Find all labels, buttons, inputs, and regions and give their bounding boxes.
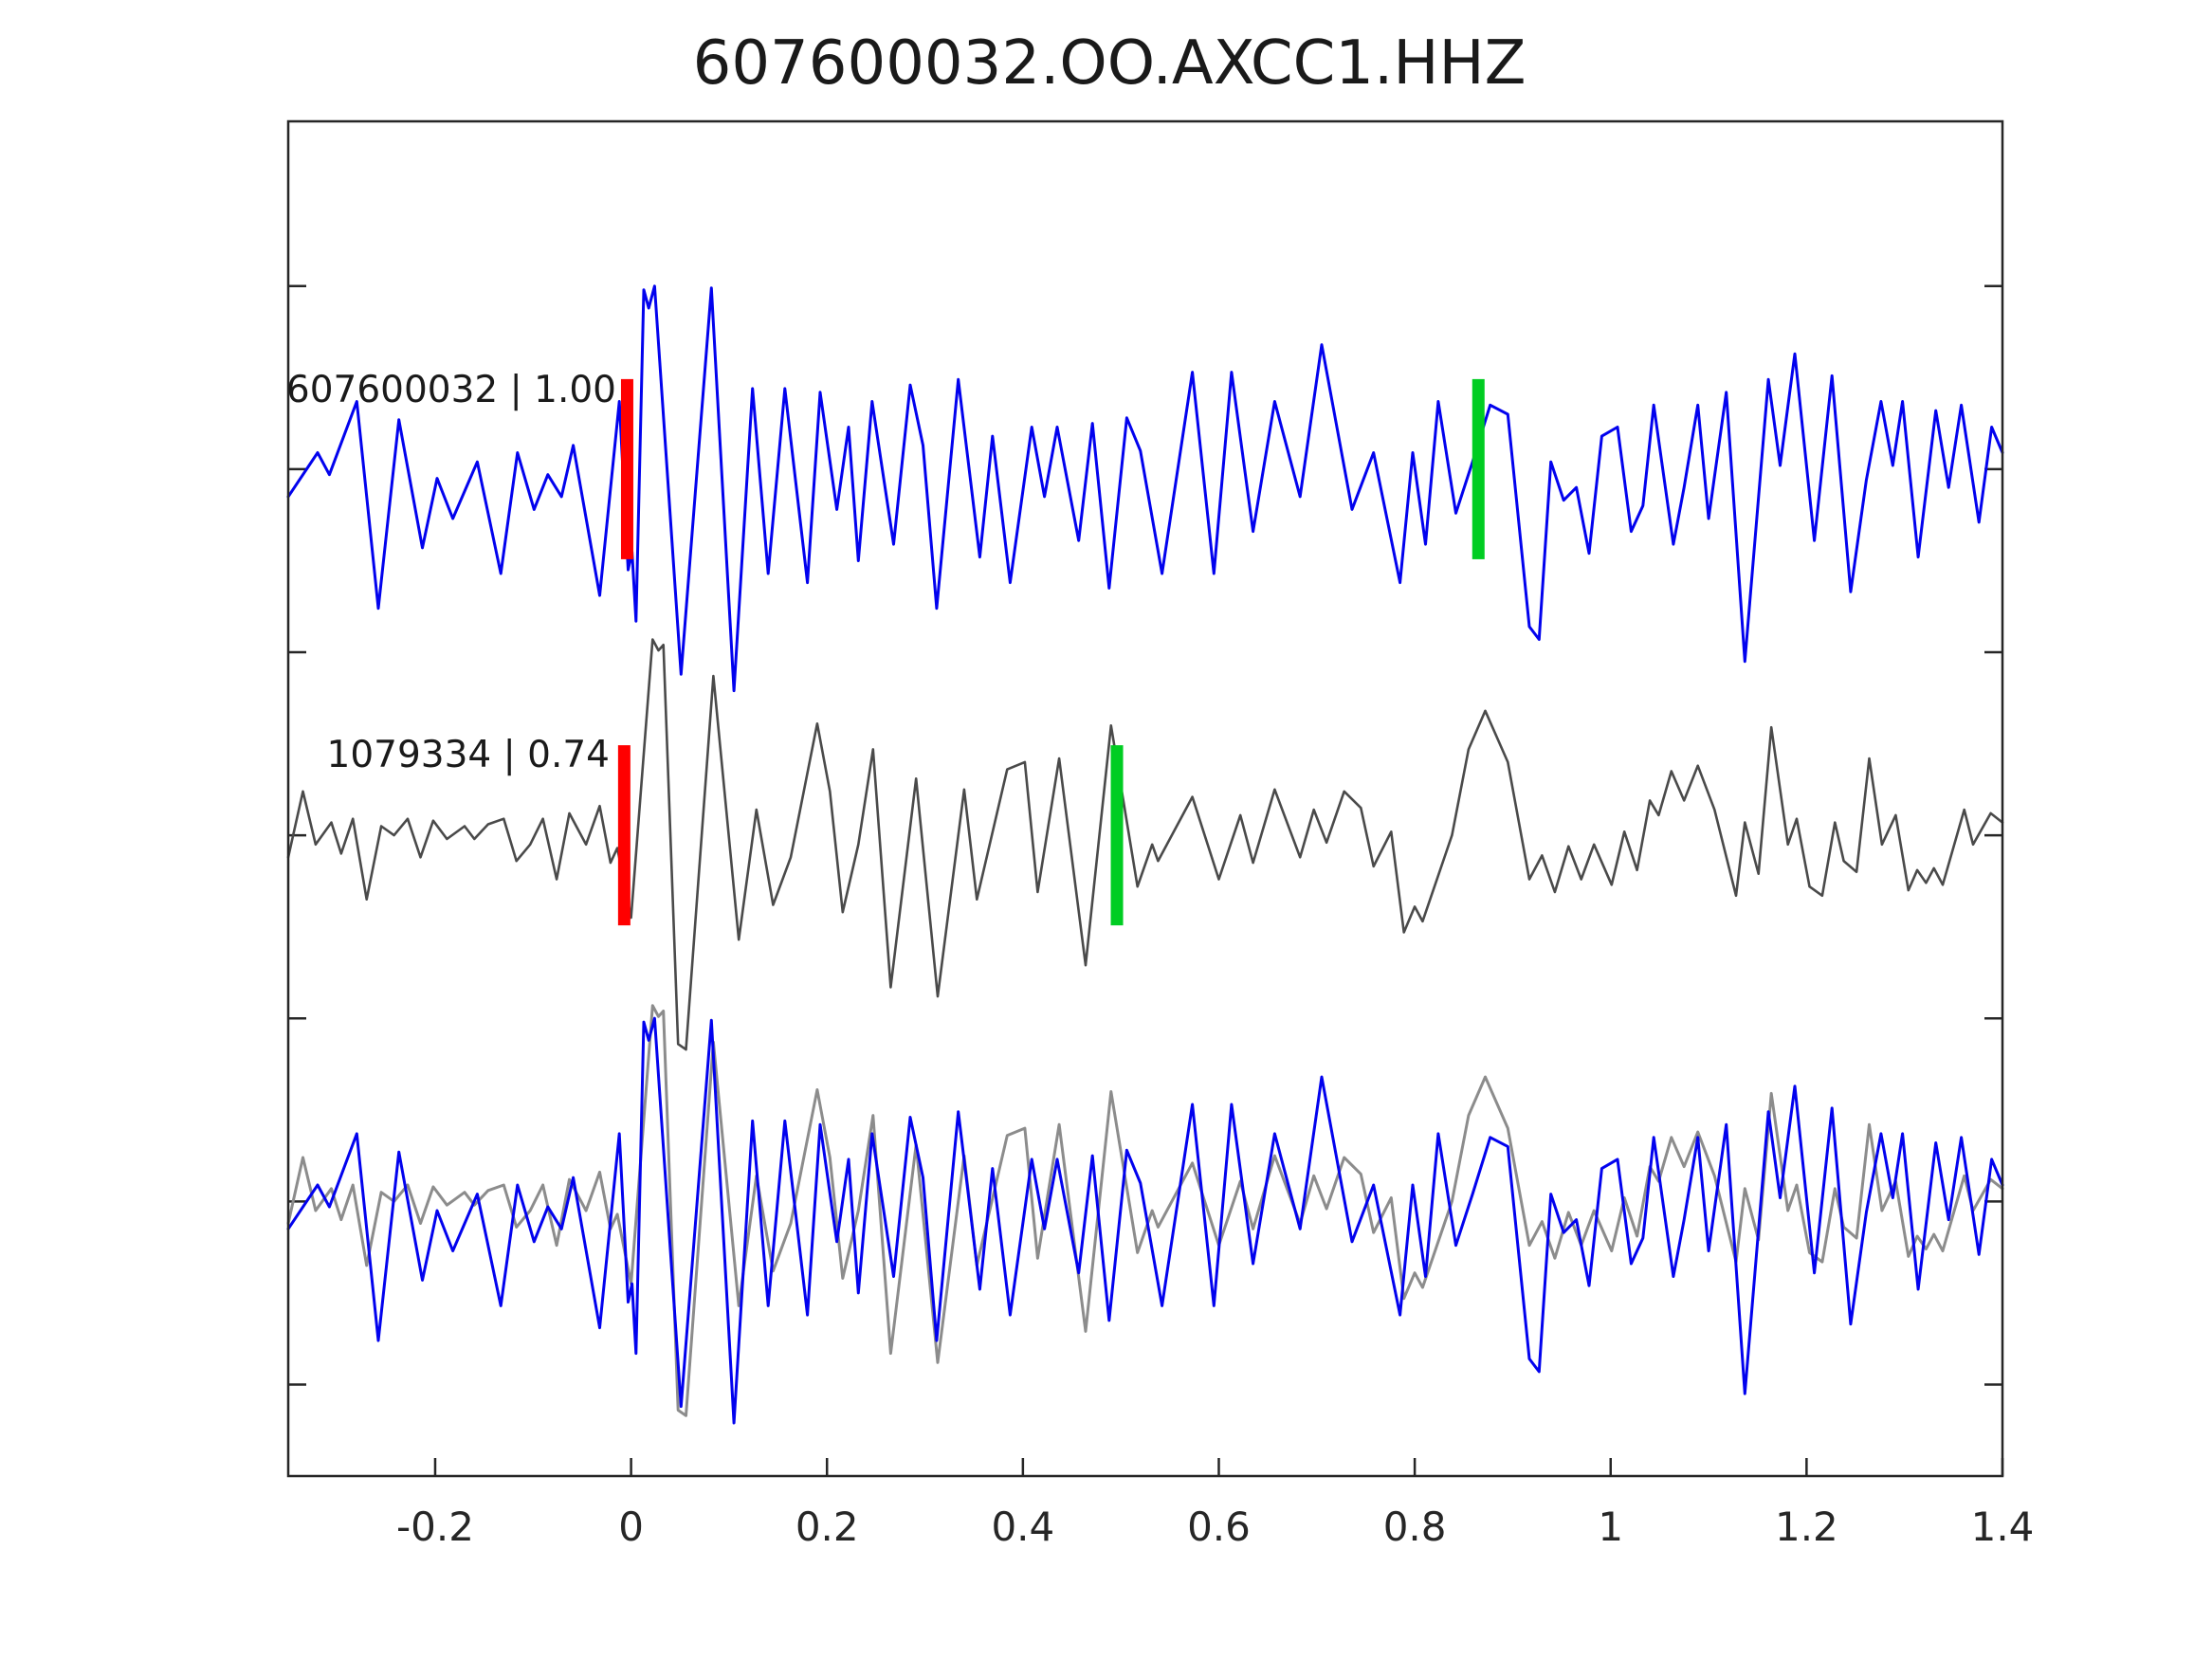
x-tick-label: 1.2 [1775, 1504, 1838, 1550]
x-tick-label: 0.8 [1383, 1504, 1447, 1550]
trace-label-template: 607600032 | 1.00 [286, 369, 616, 411]
x-tick-label: 1.4 [1971, 1504, 2035, 1550]
x-tick-label: 0.2 [795, 1504, 859, 1550]
trace-label-detection: 1079334 | 0.74 [327, 734, 610, 776]
x-tick-label: -0.2 [396, 1504, 474, 1550]
plot-border [286, 119, 2004, 1478]
x-tick-label: 0.4 [991, 1504, 1054, 1550]
trace-row2-detection [286, 1004, 2004, 1417]
align-marker-row0 [1472, 378, 1485, 559]
align-marker-row1 [1110, 745, 1124, 926]
pick-markers [617, 378, 1485, 926]
x-tick-label: 0 [618, 1504, 644, 1550]
axis-ticks [288, 284, 2004, 1476]
pick-marker-row0 [620, 378, 633, 559]
pick-marker-row1 [617, 745, 631, 926]
x-axis-tick-labels: -0.2 0 0.2 0.4 0.6 0.8 1 1.2 1.4 [396, 1504, 2034, 1550]
waveform-traces [286, 284, 2004, 1425]
x-tick-label: 0.6 [1187, 1504, 1251, 1550]
x-tick-label: 1 [1598, 1504, 1623, 1550]
trace-row1-detection [286, 638, 2004, 1051]
plot-title: 607600032.OO.AXCC1.HHZ [693, 28, 1526, 99]
trace-row2-template [286, 1016, 2004, 1425]
trace-row0-template [286, 284, 2004, 693]
